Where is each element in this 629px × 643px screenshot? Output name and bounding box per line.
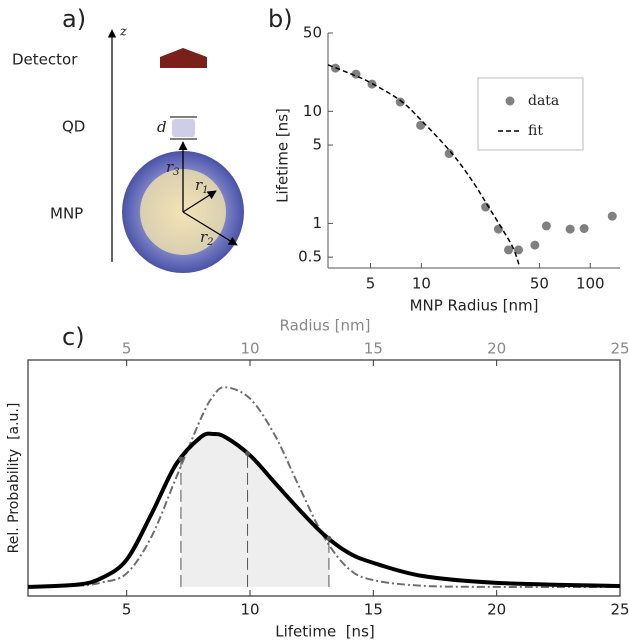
panel-label: b) [268,5,293,33]
data-point [395,97,405,107]
radius-base: r [166,158,174,176]
radius-arrow [182,211,238,246]
x-tick-label: 100 [576,275,605,293]
radius-arrow [182,190,217,213]
radius-label: r2 [200,228,214,248]
plot-frame [27,359,621,597]
label: d [157,118,167,136]
x-tick-label: 15 [364,601,383,619]
data-point [530,240,540,250]
radius-base: r [200,228,208,246]
legend-label: fit [528,123,543,139]
x2-tick-label: 25 [610,340,629,358]
data-point [579,224,589,234]
radius-base: r [195,176,203,194]
x2-tick-label: 10 [240,340,259,358]
x-tick-label: 10 [240,601,259,619]
shaded-area [180,434,329,587]
detector [160,48,207,68]
data-point [503,245,513,255]
data-point [493,224,503,234]
radius-sub: 3 [173,167,179,178]
x-axis-label: Lifetime [ns] [275,623,375,641]
x-tick-label: 5 [122,601,132,619]
y-tick-label: 10 [303,102,322,120]
fit-line [328,64,520,266]
y-tick-label: 5 [312,136,322,154]
label: Detector [12,51,78,69]
panel-label: a) [62,5,86,33]
x-tick-label: 50 [530,275,549,293]
axis-label: z [119,25,127,40]
x-tick-label: 5 [366,275,376,293]
legend-marker [505,96,515,106]
legend-box [477,77,584,151]
x2-axis-label: Radius [nm] [280,317,371,335]
x-axis-label: MNP Radius [nm] [410,297,539,315]
x2-tick-label: 20 [487,340,506,358]
data-point [416,120,426,130]
radius-sub: 1 [202,185,208,196]
radius-label: r3 [166,158,180,178]
y-tick-label: 0.5 [298,248,322,266]
data-point [565,224,575,234]
y-tick-label: 1 [312,214,322,232]
curve [27,386,621,589]
diagram: z Detector QD d MNP r3 r1 r2 [12,25,244,273]
x-tick-label: 10 [412,275,431,293]
x2-tick-label: 5 [122,340,132,358]
y-tick-label: 50 [303,24,322,42]
v-marker [245,450,251,456]
quantum-dot [172,119,195,137]
y-axis-label: Lifetime [ns] [274,108,292,203]
data-point [444,149,454,159]
data-point [607,211,617,221]
x-tick-label: 25 [610,601,629,619]
y-axis-label: Rel. Probability [a.u.] [6,403,22,554]
curve [27,431,621,589]
data-point [514,245,524,255]
legend-label: data [528,93,559,109]
data-point [541,221,551,231]
x-tick-label: 20 [487,601,506,619]
label: QD [62,118,85,136]
radius-sub: 2 [206,237,213,248]
v-marker [326,535,332,541]
panel-label: c) [62,323,85,351]
v-marker [178,456,184,462]
radius-label: r1 [195,176,209,196]
label: MNP [50,205,83,223]
x2-tick-label: 15 [364,340,383,358]
